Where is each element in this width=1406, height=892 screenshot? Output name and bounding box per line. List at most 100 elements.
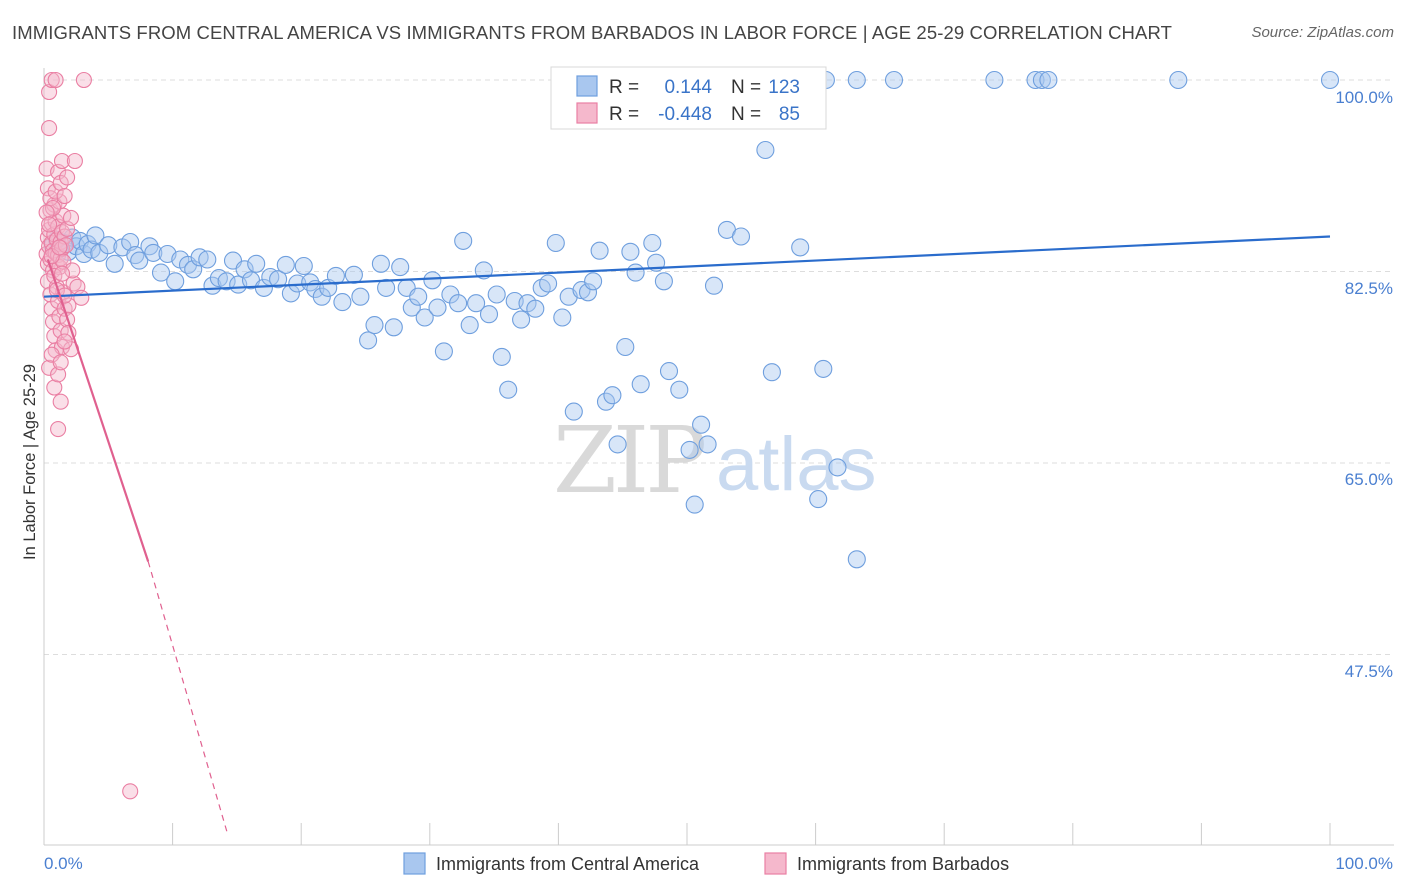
point-central-america xyxy=(377,278,396,297)
point-central-america xyxy=(333,293,352,312)
point-barbados xyxy=(56,333,73,350)
point-central-america xyxy=(326,266,345,285)
point-central-america xyxy=(670,380,689,399)
point-central-america xyxy=(344,265,363,284)
trend-lines xyxy=(43,235,1331,836)
point-central-america xyxy=(626,263,645,282)
correlation-legend: R = 0.144 N = 123 R = -0.448 N = 85 xyxy=(550,66,827,130)
point-central-america xyxy=(235,260,254,279)
watermark: ZIP atlas xyxy=(553,407,877,514)
point-central-america xyxy=(884,70,904,90)
point-central-america xyxy=(692,415,711,434)
point-central-america xyxy=(512,310,531,329)
point-central-america xyxy=(643,233,662,253)
point-barbados xyxy=(56,187,73,205)
point-barbados xyxy=(38,204,55,221)
point-central-america xyxy=(351,287,370,306)
point-central-america xyxy=(434,342,453,361)
bottom-legend-label-barbados: Immigrants from Barbados xyxy=(797,854,1009,874)
point-central-america xyxy=(847,550,866,569)
point-central-america xyxy=(99,236,118,255)
point-barbados xyxy=(57,237,74,254)
y-tick-label-82-5: 82.5% xyxy=(1345,279,1393,298)
point-central-america xyxy=(217,272,236,291)
point-central-america xyxy=(384,318,403,337)
point-central-america xyxy=(608,435,627,454)
point-barbados xyxy=(51,239,68,256)
point-central-america xyxy=(391,258,410,277)
point-barbados xyxy=(47,71,64,89)
point-central-america xyxy=(460,316,479,335)
trend-line-barbados-extension xyxy=(147,561,229,836)
point-central-america xyxy=(454,231,473,250)
point-central-america xyxy=(526,299,545,318)
series-barbados-points xyxy=(38,71,139,800)
point-central-america xyxy=(704,276,724,295)
point-central-america xyxy=(166,272,185,291)
point-barbados xyxy=(53,265,71,282)
y-tick-labels: 100.0% 82.5% 65.0% 47.5% xyxy=(1335,88,1393,681)
trend-line-central-america xyxy=(43,235,1331,298)
point-central-america xyxy=(985,70,1004,90)
point-central-america xyxy=(809,490,828,509)
point-central-america xyxy=(596,392,616,411)
y-tick-label-65: 65.0% xyxy=(1345,470,1393,489)
point-central-america xyxy=(247,254,266,273)
point-central-america xyxy=(423,271,442,290)
watermark-zip: ZIP xyxy=(553,407,704,514)
point-central-america xyxy=(130,251,149,270)
point-central-america xyxy=(1169,70,1188,90)
legend-swatch-blue xyxy=(576,75,598,97)
point-central-america xyxy=(1032,70,1051,90)
point-barbados xyxy=(52,354,69,371)
point-central-america xyxy=(105,254,124,273)
point-central-america xyxy=(1026,70,1045,90)
legend-r-label-pink: R = xyxy=(609,104,639,125)
point-barbados xyxy=(41,216,58,233)
point-barbados xyxy=(75,71,92,89)
point-central-america xyxy=(756,140,775,160)
point-central-america xyxy=(616,337,635,357)
point-central-america xyxy=(603,386,622,405)
point-central-america xyxy=(467,294,486,313)
point-central-america xyxy=(828,458,847,477)
point-barbados xyxy=(122,783,139,800)
legend-r-label-blue: R = xyxy=(609,77,639,98)
point-barbados xyxy=(43,71,60,89)
gridlines xyxy=(44,79,1394,655)
point-barbados xyxy=(53,152,71,170)
x-tick-label-left: 0.0% xyxy=(44,854,83,873)
point-central-america xyxy=(294,256,313,276)
point-barbados xyxy=(50,421,67,438)
y-tick-label-100: 100.0% xyxy=(1335,88,1393,107)
point-central-america xyxy=(479,305,499,324)
x-tick-label-right: 100.0% xyxy=(1335,854,1393,873)
point-central-america xyxy=(269,270,288,289)
point-central-america xyxy=(276,255,295,274)
axes xyxy=(43,68,1394,846)
point-barbados xyxy=(41,120,58,137)
point-barbados xyxy=(60,324,77,341)
chart-source: Source: ZipAtlas.com xyxy=(1251,24,1394,41)
point-central-america xyxy=(474,261,493,280)
point-central-america xyxy=(698,435,717,454)
point-barbados xyxy=(64,262,81,279)
point-central-america xyxy=(409,287,428,306)
point-central-america xyxy=(539,274,558,293)
bottom-legend-label-central-america: Immigrants from Central America xyxy=(436,854,700,874)
legend-r-value-blue: 0.144 xyxy=(664,77,712,98)
point-central-america xyxy=(1320,70,1340,90)
bottom-legend-swatch-pink xyxy=(764,852,787,875)
point-central-america xyxy=(1039,70,1058,90)
point-central-america xyxy=(680,440,699,459)
point-central-america xyxy=(546,233,565,253)
point-central-america xyxy=(654,272,673,291)
point-central-america xyxy=(564,402,583,421)
point-central-america xyxy=(371,254,390,273)
point-barbados xyxy=(52,393,69,410)
point-central-america xyxy=(578,283,598,302)
point-central-america xyxy=(365,316,384,335)
legend-r-value-pink: -0.448 xyxy=(658,104,712,125)
point-central-america xyxy=(492,347,511,366)
point-central-america xyxy=(198,250,217,269)
